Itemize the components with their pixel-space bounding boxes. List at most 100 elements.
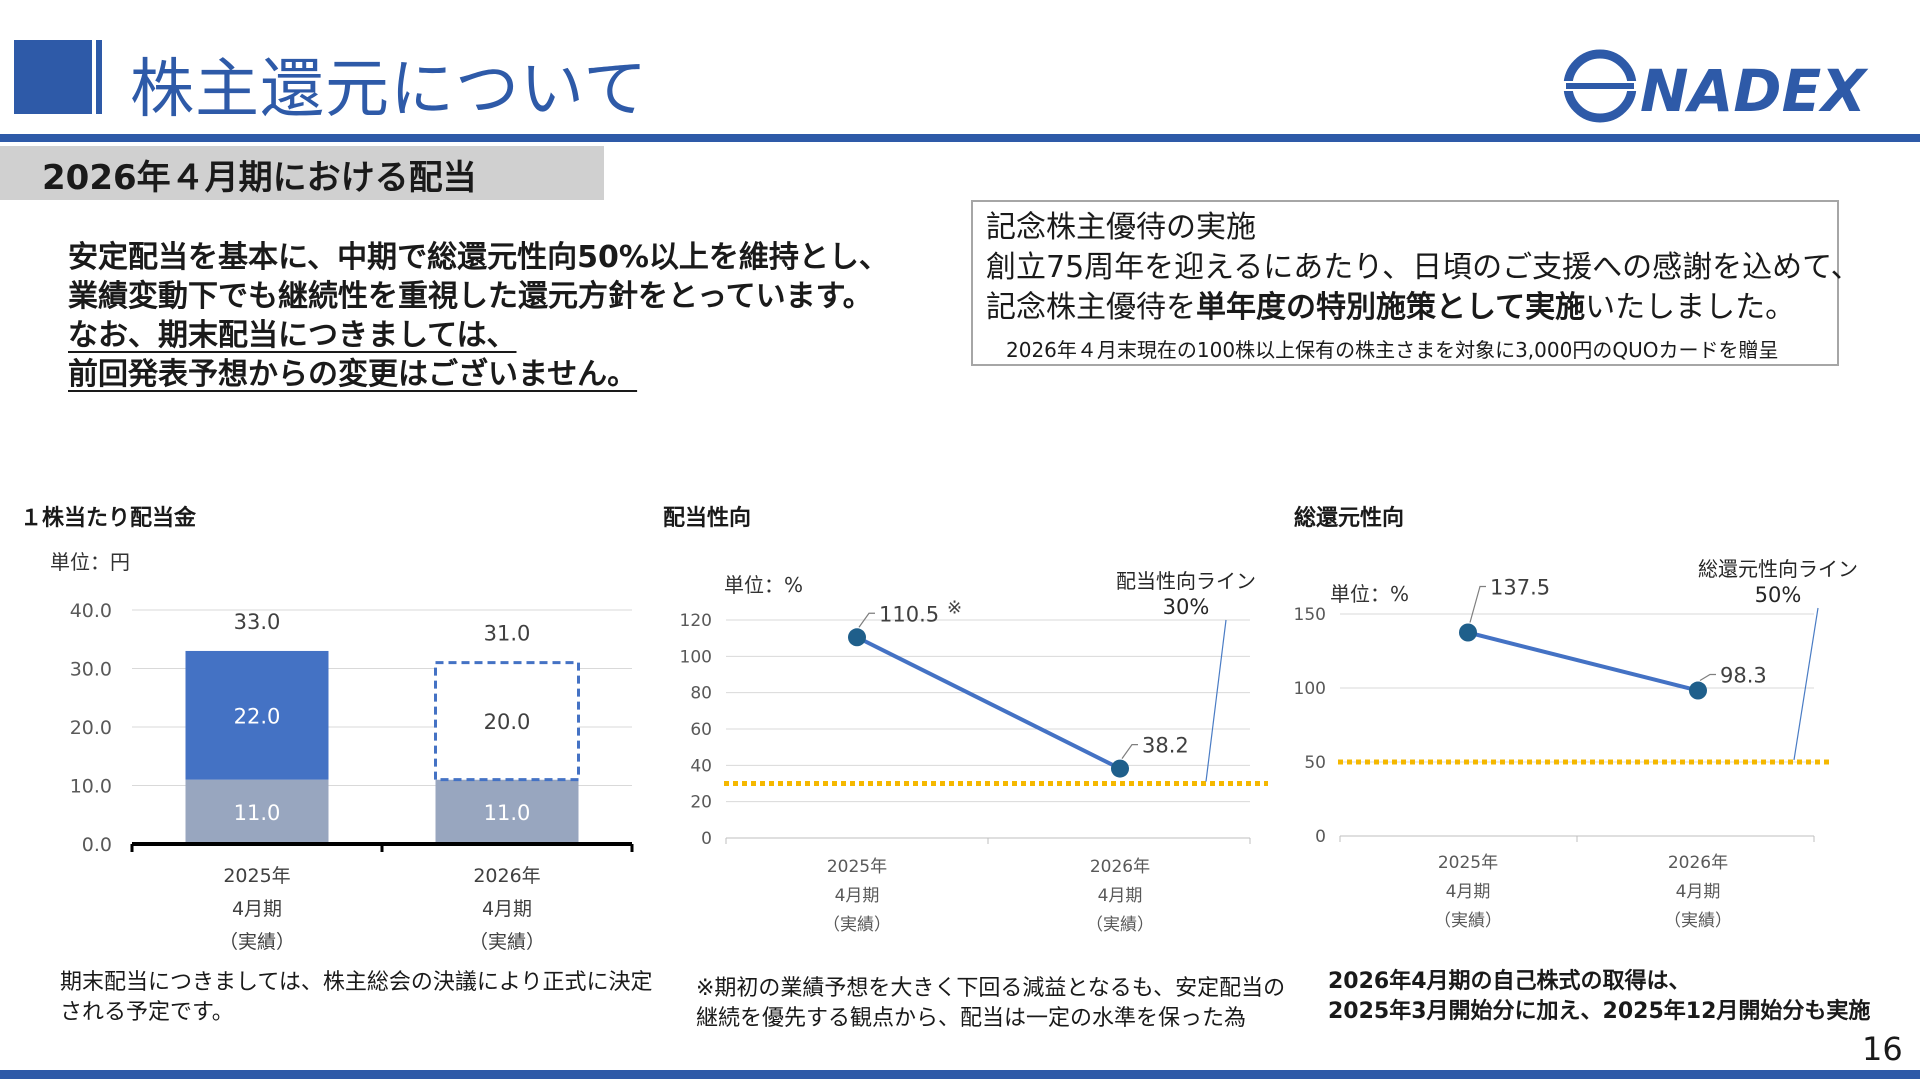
bar-value-label: 11.0 xyxy=(234,801,281,825)
series-line xyxy=(856,635,1121,771)
title-accent-block xyxy=(14,40,92,114)
benefit-line-1: 創立75周年を迎えるにあたり、日頃のご支援への感謝を込めて、 xyxy=(986,250,1861,285)
subheader-band xyxy=(0,146,604,200)
benefit-title: 記念株主優待の実施 xyxy=(986,210,1256,245)
y-tick-label: 20 xyxy=(690,793,712,813)
data-value-label: 38.2 xyxy=(1142,734,1189,758)
reference-label-leader xyxy=(1205,619,1227,782)
x-category-label: （実績） xyxy=(1434,911,1502,931)
bar-interim xyxy=(185,779,329,844)
x-category-label: （実績） xyxy=(219,931,295,953)
policy-line-1: 安定配当を基本に、中期で総還元性向50%以上を維持とし、 xyxy=(68,240,889,275)
dividend-note: 期末配当につきましては、株主総会の決議により正式に決定 される予定です。 xyxy=(60,968,652,1028)
company-logo: NADEX xyxy=(1562,49,1869,124)
x-category-label: （実績） xyxy=(823,915,891,935)
y-tick-label: 50 xyxy=(1304,753,1326,773)
x-category-label: （実績） xyxy=(469,931,545,953)
shareholder-benefit-text: 記念株主優待の実施 創立75周年を迎えるにあたり、日頃のご支援への感謝を込めて、… xyxy=(986,208,1861,328)
bar-value-label: 11.0 xyxy=(484,801,531,825)
bar-interim xyxy=(435,779,579,844)
policy-line-2: 業績変動下でも継続性を重視した還元方針をとっています。 xyxy=(68,279,873,314)
x-category-label: 2025年 xyxy=(223,865,290,887)
bar-value-label: 22.0 xyxy=(234,704,281,728)
title-accent-bar xyxy=(96,40,102,114)
reference-line-value: 30% xyxy=(1163,595,1210,619)
total-return-note: 2026年4月期の自己株式の取得は、 2025年3月開始分に加え、2025年12… xyxy=(1328,967,1870,1027)
series-line xyxy=(1467,630,1699,693)
reference-label-leader xyxy=(1793,607,1819,761)
x-category-label: 4月期 xyxy=(482,898,532,920)
total-return-note-line-1: 2026年4月期の自己株式の取得は、 xyxy=(1328,969,1691,994)
data-label-leader xyxy=(1469,585,1486,623)
y-tick-label: 20.0 xyxy=(70,717,112,739)
y-tick-label: 100 xyxy=(680,647,712,667)
x-category-label: 2025年 xyxy=(827,857,887,877)
x-category-label: 4月期 xyxy=(835,886,880,906)
data-point xyxy=(1111,759,1129,778)
data-label-leader xyxy=(1121,744,1138,759)
bar-total-label: 31.0 xyxy=(484,622,531,646)
logo-wordmark: NADEX xyxy=(1640,57,1869,124)
dividend-unit-label: 単位：円 xyxy=(50,550,130,574)
x-category-label: 2026年 xyxy=(473,865,540,887)
shareholder-benefit-box xyxy=(971,200,1839,366)
policy-line-4: 前回発表予想からの変更はございません。 xyxy=(68,357,638,392)
policy-line-3: なお、期末配当につきましては、 xyxy=(68,318,517,353)
payout-note-line-1: ※期初の業績予想を大きく下回る減益となるも、安定配当の xyxy=(696,976,1286,1001)
x-category-label: 2025年 xyxy=(1438,853,1498,873)
data-point xyxy=(1459,623,1477,642)
data-point xyxy=(848,628,866,647)
x-category-label: 4月期 xyxy=(232,898,282,920)
page-number: 16 xyxy=(1862,1030,1903,1068)
y-tick-label: 40.0 xyxy=(70,600,112,622)
y-tick-label: 150 xyxy=(1294,605,1326,625)
y-tick-label: 0 xyxy=(1315,827,1326,847)
data-value-label: 110.5 xyxy=(879,602,939,626)
y-tick-label: 40 xyxy=(690,756,712,776)
x-category-label: 4月期 xyxy=(1098,886,1143,906)
data-value-label: 137.5 xyxy=(1490,576,1550,600)
total-return-note-line-2: 2025年3月開始分に加え、2025年12月開始分も実施 xyxy=(1328,999,1871,1024)
x-category-label: （実績） xyxy=(1086,915,1154,935)
unit-label: 単位：% xyxy=(724,573,803,597)
reference-line-label: 配当性向ライン xyxy=(1116,569,1256,593)
benefit-note: 2026年４月末現在の100株以上保有の株主さまを対象に3,000円のQUOカー… xyxy=(1006,338,1779,362)
data-label-leader xyxy=(1699,673,1716,682)
y-tick-label: 10.0 xyxy=(70,776,112,798)
y-tick-label: 80 xyxy=(690,684,712,704)
data-value-label: 98.3 xyxy=(1720,664,1767,688)
unit-label: 単位：% xyxy=(1330,582,1409,606)
dividend-note-line-1: 期末配当につきましては、株主総会の決議により正式に決定 xyxy=(60,970,653,995)
x-category-label: （実績） xyxy=(1664,911,1732,931)
y-tick-label: 120 xyxy=(680,611,712,631)
header-rule xyxy=(0,134,1920,142)
y-tick-label: 0.0 xyxy=(82,834,112,856)
y-tick-label: 100 xyxy=(1294,679,1326,699)
data-label-leader xyxy=(858,612,875,628)
data-point xyxy=(1689,681,1707,700)
page-title: 株主還元について xyxy=(130,53,649,127)
x-category-label: 4月期 xyxy=(1446,882,1491,902)
bar-total-label: 33.0 xyxy=(234,610,281,634)
benefit-line-2-post: いたしました。 xyxy=(1585,290,1796,325)
footnote-mark: ※ xyxy=(947,597,962,618)
dividend-section-title: １株当たり配当金 xyxy=(20,506,197,531)
reference-line-value: 50% xyxy=(1755,583,1802,607)
y-tick-label: 30.0 xyxy=(70,659,112,681)
payout-section-title: 配当性向 xyxy=(663,506,752,531)
y-tick-label: 0 xyxy=(701,829,712,849)
subheader-title: 2026年４月期における配当 xyxy=(42,158,477,198)
benefit-line-2-bold: 単年度の特別施策として実施 xyxy=(1196,290,1586,325)
payout-note-line-2: 継続を優先する観点から、配当は一定の水準を保った為 xyxy=(696,1006,1247,1031)
y-tick-label: 60 xyxy=(690,720,712,740)
bar-year-end xyxy=(185,650,329,780)
dividend-note-line-2: される予定です。 xyxy=(60,1000,234,1025)
benefit-line-2-pre: 記念株主優待を xyxy=(986,290,1196,325)
reference-line-label: 総還元性向ライン xyxy=(1698,557,1858,581)
x-category-label: 2026年 xyxy=(1668,853,1728,873)
payout-note: ※期初の業績予想を大きく下回る減益となるも、安定配当の 継続を優先する観点から、… xyxy=(696,974,1285,1034)
dividend-per-share-chart: 単位：円 0.0 10.0 20.0 30.0 40.0 11.0 22.0 33.0 2025年… xyxy=(50,550,634,953)
bar-value-label: 20.0 xyxy=(484,710,531,734)
